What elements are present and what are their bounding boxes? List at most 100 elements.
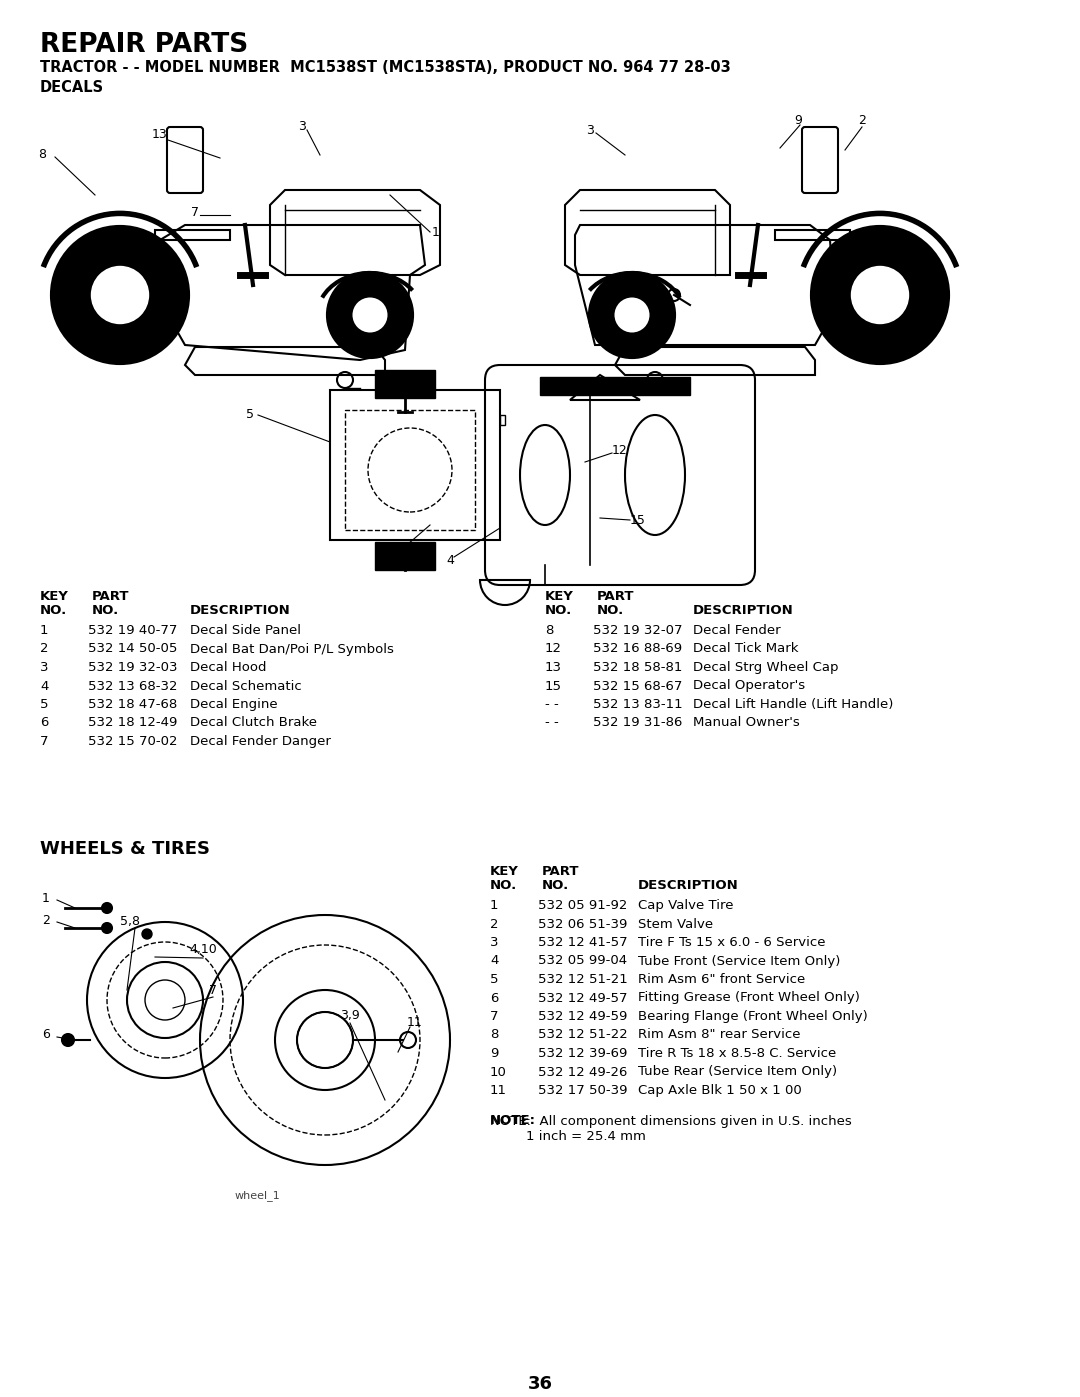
Text: Rim Asm 8" rear Service: Rim Asm 8" rear Service bbox=[638, 1028, 800, 1042]
Text: 3: 3 bbox=[40, 661, 49, 673]
Text: Cap Valve Tire: Cap Valve Tire bbox=[638, 900, 733, 912]
Text: Cap Axle Blk 1 50 x 1 00: Cap Axle Blk 1 50 x 1 00 bbox=[638, 1084, 801, 1097]
Text: 532 12 41-57: 532 12 41-57 bbox=[538, 936, 627, 949]
Text: 532 12 51-22: 532 12 51-22 bbox=[538, 1028, 627, 1042]
Text: 5,8: 5,8 bbox=[120, 915, 140, 929]
Text: 532 12 39-69: 532 12 39-69 bbox=[538, 1046, 627, 1060]
Text: 1: 1 bbox=[40, 624, 49, 637]
Text: 4,10: 4,10 bbox=[189, 943, 217, 957]
Circle shape bbox=[90, 264, 150, 326]
Text: DECALS: DECALS bbox=[40, 80, 104, 95]
Text: Decal Tick Mark: Decal Tick Mark bbox=[693, 643, 798, 655]
Text: DESCRIPTION: DESCRIPTION bbox=[638, 879, 739, 893]
Text: 6: 6 bbox=[42, 1028, 50, 1042]
Text: Decal Bat Dan/Poi P/L Symbols: Decal Bat Dan/Poi P/L Symbols bbox=[190, 643, 394, 655]
Circle shape bbox=[297, 1011, 353, 1067]
Text: Decal Fender Danger: Decal Fender Danger bbox=[190, 735, 330, 747]
Text: NOTE:  All component dimensions given in U.S. inches: NOTE: All component dimensions given in … bbox=[490, 1115, 852, 1127]
Text: wheel_1: wheel_1 bbox=[235, 1190, 281, 1201]
Circle shape bbox=[62, 1034, 75, 1046]
Text: Tire R Ts 18 x 8.5-8 C. Service: Tire R Ts 18 x 8.5-8 C. Service bbox=[638, 1046, 836, 1060]
Text: 7: 7 bbox=[490, 1010, 499, 1023]
Text: Fitting Grease (Front Wheel Only): Fitting Grease (Front Wheel Only) bbox=[638, 992, 860, 1004]
Text: 1: 1 bbox=[432, 225, 440, 239]
Text: Manual Owner's: Manual Owner's bbox=[693, 717, 800, 729]
Text: 532 05 91-92: 532 05 91-92 bbox=[538, 900, 627, 912]
Text: Tube Front (Service Item Only): Tube Front (Service Item Only) bbox=[638, 954, 840, 968]
Text: Decal Operator's: Decal Operator's bbox=[693, 679, 805, 693]
Text: 532 18 12-49: 532 18 12-49 bbox=[87, 717, 177, 729]
Bar bbox=[345, 409, 475, 529]
Text: 532 12 51-21: 532 12 51-21 bbox=[538, 972, 627, 986]
Text: 2: 2 bbox=[859, 113, 866, 127]
Text: 36: 36 bbox=[527, 1375, 553, 1393]
Text: 3,9: 3,9 bbox=[340, 1009, 360, 1021]
Text: PART: PART bbox=[542, 865, 580, 877]
Text: 11: 11 bbox=[407, 1016, 423, 1028]
Text: - -: - - bbox=[545, 698, 558, 711]
Text: 4: 4 bbox=[490, 954, 498, 968]
Text: 532 19 32-03: 532 19 32-03 bbox=[87, 661, 177, 673]
Circle shape bbox=[141, 929, 152, 939]
Text: 7: 7 bbox=[210, 983, 217, 996]
Text: KEY: KEY bbox=[40, 590, 69, 604]
Text: Tire F Ts 15 x 6.0 - 6 Service: Tire F Ts 15 x 6.0 - 6 Service bbox=[638, 936, 825, 949]
Text: DESCRIPTION: DESCRIPTION bbox=[190, 604, 291, 617]
Text: Stem Valve: Stem Valve bbox=[638, 918, 713, 930]
Text: 532 05 99-04: 532 05 99-04 bbox=[538, 954, 627, 968]
Text: 15: 15 bbox=[545, 679, 562, 693]
Text: 532 15 68-67: 532 15 68-67 bbox=[593, 679, 683, 693]
Text: KEY: KEY bbox=[545, 590, 573, 604]
Text: NO.: NO. bbox=[40, 604, 67, 617]
Text: 3: 3 bbox=[586, 123, 594, 137]
Bar bbox=[330, 390, 500, 541]
Text: 8: 8 bbox=[490, 1028, 498, 1042]
Text: 532 12 49-26: 532 12 49-26 bbox=[538, 1066, 627, 1078]
Text: 532 12 49-59: 532 12 49-59 bbox=[538, 1010, 627, 1023]
Circle shape bbox=[590, 272, 674, 358]
Text: 1: 1 bbox=[490, 900, 499, 912]
Text: WHEELS & TIRES: WHEELS & TIRES bbox=[40, 840, 210, 858]
Text: NOTE:: NOTE: bbox=[490, 1115, 536, 1127]
Text: 532 16 88-69: 532 16 88-69 bbox=[593, 643, 683, 655]
Text: 12: 12 bbox=[545, 643, 562, 655]
Text: Decal Clutch Brake: Decal Clutch Brake bbox=[190, 717, 318, 729]
Text: Decal Fender: Decal Fender bbox=[693, 624, 781, 637]
Circle shape bbox=[52, 226, 188, 363]
Circle shape bbox=[102, 923, 112, 933]
Text: KEY: KEY bbox=[490, 865, 518, 877]
Text: 532 14 50-05: 532 14 50-05 bbox=[87, 643, 177, 655]
Text: 8: 8 bbox=[545, 624, 553, 637]
Text: 4: 4 bbox=[40, 679, 49, 693]
Text: Decal Schematic: Decal Schematic bbox=[190, 679, 301, 693]
Text: 6: 6 bbox=[386, 553, 394, 567]
Text: PART: PART bbox=[92, 590, 130, 604]
Text: 11: 11 bbox=[490, 1084, 507, 1097]
Text: NO.: NO. bbox=[542, 879, 569, 893]
Text: 532 13 68-32: 532 13 68-32 bbox=[87, 679, 177, 693]
Circle shape bbox=[328, 272, 411, 358]
Text: 532 12 49-57: 532 12 49-57 bbox=[538, 992, 627, 1004]
Text: 532 13 83-11: 532 13 83-11 bbox=[593, 698, 683, 711]
Text: Decal Hood: Decal Hood bbox=[190, 661, 267, 673]
Text: Bearing Flange (Front Wheel Only): Bearing Flange (Front Wheel Only) bbox=[638, 1010, 867, 1023]
Text: Decal Strg Wheel Cap: Decal Strg Wheel Cap bbox=[693, 661, 838, 673]
Text: 1 inch = 25.4 mm: 1 inch = 25.4 mm bbox=[526, 1130, 646, 1144]
Bar bbox=[540, 377, 690, 395]
Text: Decal Engine: Decal Engine bbox=[190, 698, 278, 711]
Text: 6: 6 bbox=[490, 992, 498, 1004]
Text: 532 15 70-02: 532 15 70-02 bbox=[87, 735, 177, 747]
Text: Decal Lift Handle (Lift Handle): Decal Lift Handle (Lift Handle) bbox=[693, 698, 893, 711]
Circle shape bbox=[613, 296, 651, 334]
Text: 532 19 31-86: 532 19 31-86 bbox=[593, 717, 683, 729]
Text: 3: 3 bbox=[490, 936, 499, 949]
Text: Tube Rear (Service Item Only): Tube Rear (Service Item Only) bbox=[638, 1066, 837, 1078]
Text: 9: 9 bbox=[490, 1046, 498, 1060]
Text: 3: 3 bbox=[298, 120, 306, 134]
Text: 2: 2 bbox=[490, 918, 499, 930]
Text: 532 19 40-77: 532 19 40-77 bbox=[87, 624, 177, 637]
Text: NO.: NO. bbox=[545, 604, 572, 617]
Circle shape bbox=[102, 902, 112, 914]
Text: - -: - - bbox=[545, 717, 558, 729]
Text: 7: 7 bbox=[191, 205, 199, 218]
